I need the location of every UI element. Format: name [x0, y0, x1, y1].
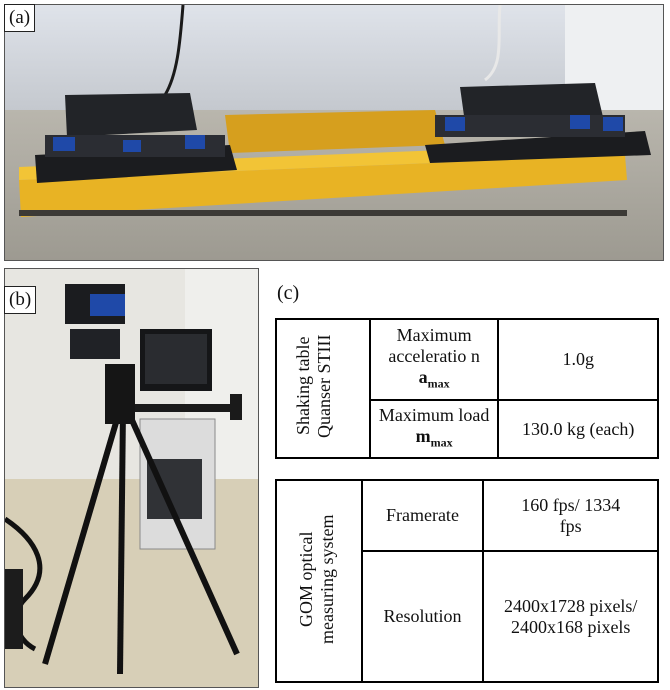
table-row: GOM optical measuring system Framerate 1…	[275, 479, 659, 683]
param-cell: Resolution	[360, 550, 485, 683]
param-symbol: a	[418, 366, 428, 387]
param-cell: Framerate	[360, 479, 485, 552]
system-cell-gom: GOM optical measuring system	[275, 479, 363, 683]
system-name: Shaking table Quanser STIII	[292, 334, 334, 438]
value-cell: 160 fps/ 1334 fps	[482, 479, 659, 552]
shaking-table-spec-table: Shaking table Quanser STIII Maximum acce…	[275, 318, 659, 459]
param-subscript: max	[430, 435, 453, 450]
system-cell-shaking-table: Shaking table Quanser STIII	[275, 318, 371, 459]
camera-tripod-illustration	[5, 269, 258, 687]
photo-shaking-table-rig	[4, 4, 664, 261]
param-cell: Maximum load mmax	[368, 399, 500, 459]
param-label: Maximum acceleratio n	[388, 324, 480, 366]
photo-gom-camera-tripod	[4, 268, 259, 688]
value-cell: 2400x1728 pixels/ 2400x168 pixels	[482, 550, 659, 683]
table-row: Shaking table Quanser STIII Maximum acce…	[275, 318, 659, 459]
panel-label-c: (c)	[277, 282, 300, 304]
panel-label-a: (a)	[4, 4, 36, 32]
panel-label-b: (b)	[4, 286, 37, 314]
param-symbol: m	[415, 425, 431, 446]
param-subscript: max	[427, 376, 450, 391]
table-row: Resolution 2400x1728 pixels/ 2400x168 pi…	[276, 550, 659, 683]
gom-system-spec-table: GOM optical measuring system Framerate 1…	[275, 479, 659, 683]
table-row: Maximum load mmax 130.0 kg (each)	[276, 399, 659, 459]
value-cell: 130.0 kg (each)	[497, 399, 659, 459]
param-label: Maximum load	[378, 404, 490, 425]
shaking-table-illustration	[5, 5, 663, 260]
system-name: GOM optical measuring system	[295, 513, 337, 644]
value-cell: 1.0g	[497, 318, 659, 401]
param-cell: Maximum acceleratio n amax	[368, 318, 500, 401]
